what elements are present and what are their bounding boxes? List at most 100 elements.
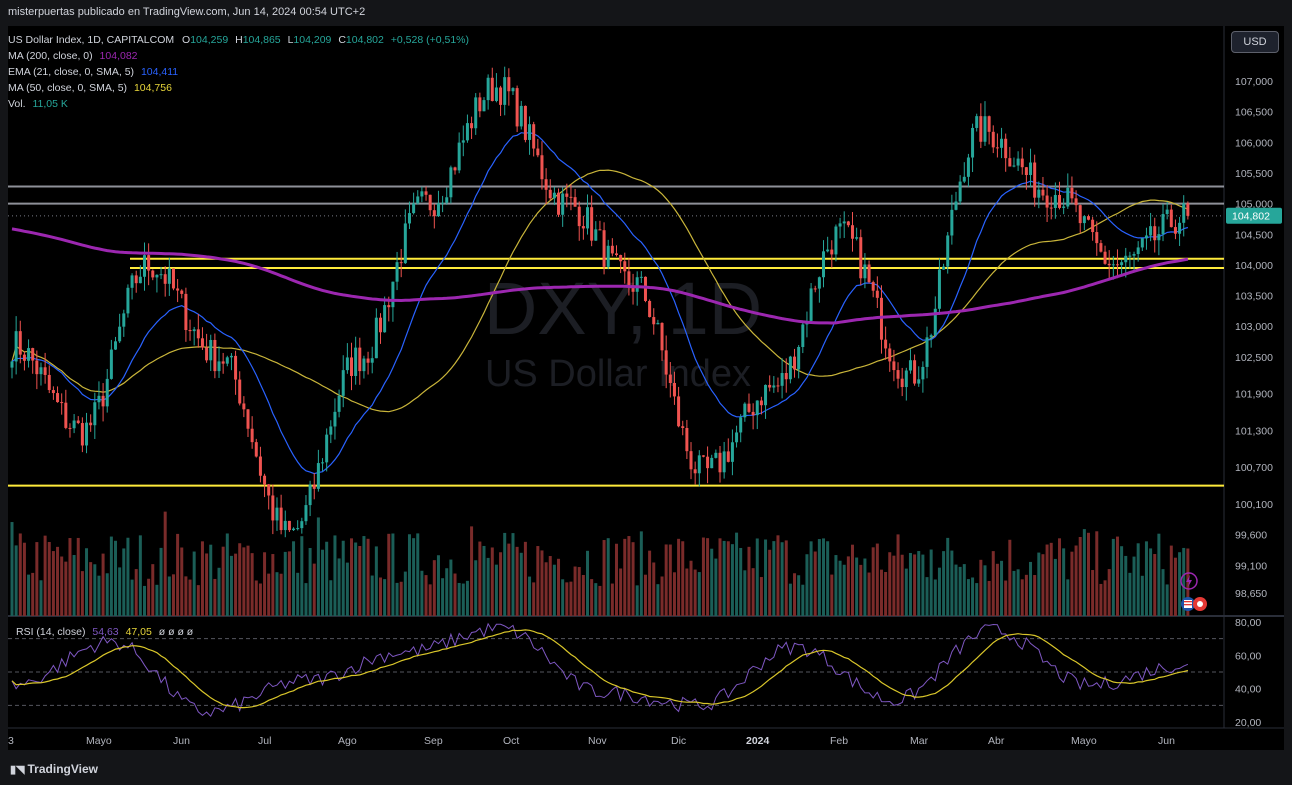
candle-body xyxy=(975,116,979,128)
time-tick-label: 3 xyxy=(8,735,14,747)
candle-body xyxy=(122,313,126,327)
candle-body xyxy=(31,348,35,361)
watermark-ticker: DXY, 1D xyxy=(484,267,762,350)
legend-volume-row[interactable]: Vol. 11,05 K xyxy=(8,96,469,112)
open-label: O xyxy=(182,34,191,46)
volume-bar xyxy=(196,585,200,616)
candle-body xyxy=(304,505,308,522)
candle-body xyxy=(1169,209,1173,228)
candle-body xyxy=(830,249,834,255)
candle-body xyxy=(1037,189,1041,198)
volume-bar xyxy=(267,573,271,616)
volume-bar xyxy=(900,554,904,616)
legend-ema21-row[interactable]: EMA (21, close, 0, SMA, 5) 104,411 xyxy=(8,64,469,80)
candle-body xyxy=(1165,209,1169,215)
candle-body xyxy=(366,358,370,363)
currency-button[interactable]: USD xyxy=(1231,31,1279,53)
publisher-text: misterpuertas publicado en TradingView.c… xyxy=(8,6,366,18)
volume-bar xyxy=(391,533,395,616)
volume-bar xyxy=(1115,536,1119,616)
rsi-tick-label: 40,00 xyxy=(1235,684,1261,696)
volume-bar xyxy=(668,544,672,616)
price-tick-label: 103,000 xyxy=(1235,321,1273,333)
volume-bar xyxy=(300,536,304,616)
time-tick-label: Mar xyxy=(910,735,929,747)
volume-bar xyxy=(648,550,652,616)
volume-bar xyxy=(1041,554,1045,616)
candle-body xyxy=(482,100,486,112)
volume-bar xyxy=(18,533,22,616)
volume-bar xyxy=(246,545,250,616)
volume-bar xyxy=(283,551,287,616)
volume-bar xyxy=(238,543,242,616)
volume-bar xyxy=(822,538,826,616)
legend-ma50-row[interactable]: MA (50, close, 0, SMA, 5) 104,756 xyxy=(8,80,469,96)
candle-body xyxy=(321,462,325,464)
volume-bar xyxy=(482,545,486,616)
candle-body xyxy=(163,274,167,284)
volume-bar xyxy=(817,539,821,616)
candle-body xyxy=(1078,205,1082,224)
candle-body xyxy=(490,77,494,101)
candle-body xyxy=(722,451,726,473)
volume-bar xyxy=(494,564,498,616)
candle-body xyxy=(1095,232,1099,244)
symbol-name: US Dollar Index, 1D, CAPITALCOM xyxy=(8,34,175,46)
candle-body xyxy=(213,339,217,372)
volume-bar xyxy=(428,584,432,616)
volume-label: Vol. xyxy=(8,98,26,110)
volume-value: 11,05 K xyxy=(32,98,68,110)
time-tick-label: Sep xyxy=(424,735,443,747)
ma50-value: 104,756 xyxy=(133,82,172,94)
candle-body xyxy=(242,403,246,410)
candle-body xyxy=(399,262,403,264)
tradingview-logo[interactable]: ▮◥ TradingView xyxy=(10,762,98,776)
us-flag-icon[interactable] xyxy=(1180,596,1210,612)
volume-bar xyxy=(316,517,320,616)
ma200-label: MA (200, close, 0) xyxy=(8,50,93,62)
volume-bar xyxy=(1136,543,1140,616)
volume-bar xyxy=(27,574,31,616)
volume-bar xyxy=(1082,529,1086,616)
volume-bar xyxy=(652,562,656,616)
volume-bar xyxy=(966,579,970,616)
candle-body xyxy=(420,191,424,197)
volume-bar xyxy=(10,522,14,616)
candle-body xyxy=(22,354,26,361)
candle-body xyxy=(221,361,225,364)
candle-body xyxy=(474,97,478,129)
candle-body xyxy=(337,395,341,412)
chart-area[interactable]: DXY, 1D US Dollar Index 107,000 106,500 106,… xyxy=(8,26,1284,750)
volume-bar xyxy=(1099,583,1103,616)
candle-body xyxy=(1033,162,1037,198)
volume-bar xyxy=(1169,545,1173,616)
candle-body xyxy=(764,384,768,406)
candle-body xyxy=(631,285,635,292)
candle-body xyxy=(548,189,552,199)
volume-bar xyxy=(614,543,618,616)
candle-body xyxy=(275,507,279,521)
legend-ma200-row[interactable]: MA (200, close, 0) 104,082 xyxy=(8,48,469,64)
brand-name: TradingView xyxy=(27,762,98,776)
candle-body xyxy=(966,157,970,177)
volume-bar xyxy=(321,549,325,616)
volume-bar xyxy=(441,578,445,616)
candle-body xyxy=(93,402,97,426)
rsi-tick-label: 20,00 xyxy=(1235,717,1261,729)
time-tick-label: Mayo xyxy=(86,735,112,747)
candle-body xyxy=(511,88,515,92)
candle-body xyxy=(432,210,436,217)
volume-bar xyxy=(892,555,896,616)
volume-bar xyxy=(31,572,35,616)
candle-body xyxy=(436,203,440,217)
volume-bar xyxy=(416,533,420,616)
volume-bar xyxy=(1049,542,1053,616)
volume-bar xyxy=(875,543,879,616)
volume-bar xyxy=(14,545,18,616)
candle-body xyxy=(987,116,991,132)
candle-body xyxy=(540,155,544,180)
flash-icon[interactable] xyxy=(1180,572,1198,590)
volume-bar xyxy=(598,585,602,616)
volume-bar xyxy=(465,580,469,616)
